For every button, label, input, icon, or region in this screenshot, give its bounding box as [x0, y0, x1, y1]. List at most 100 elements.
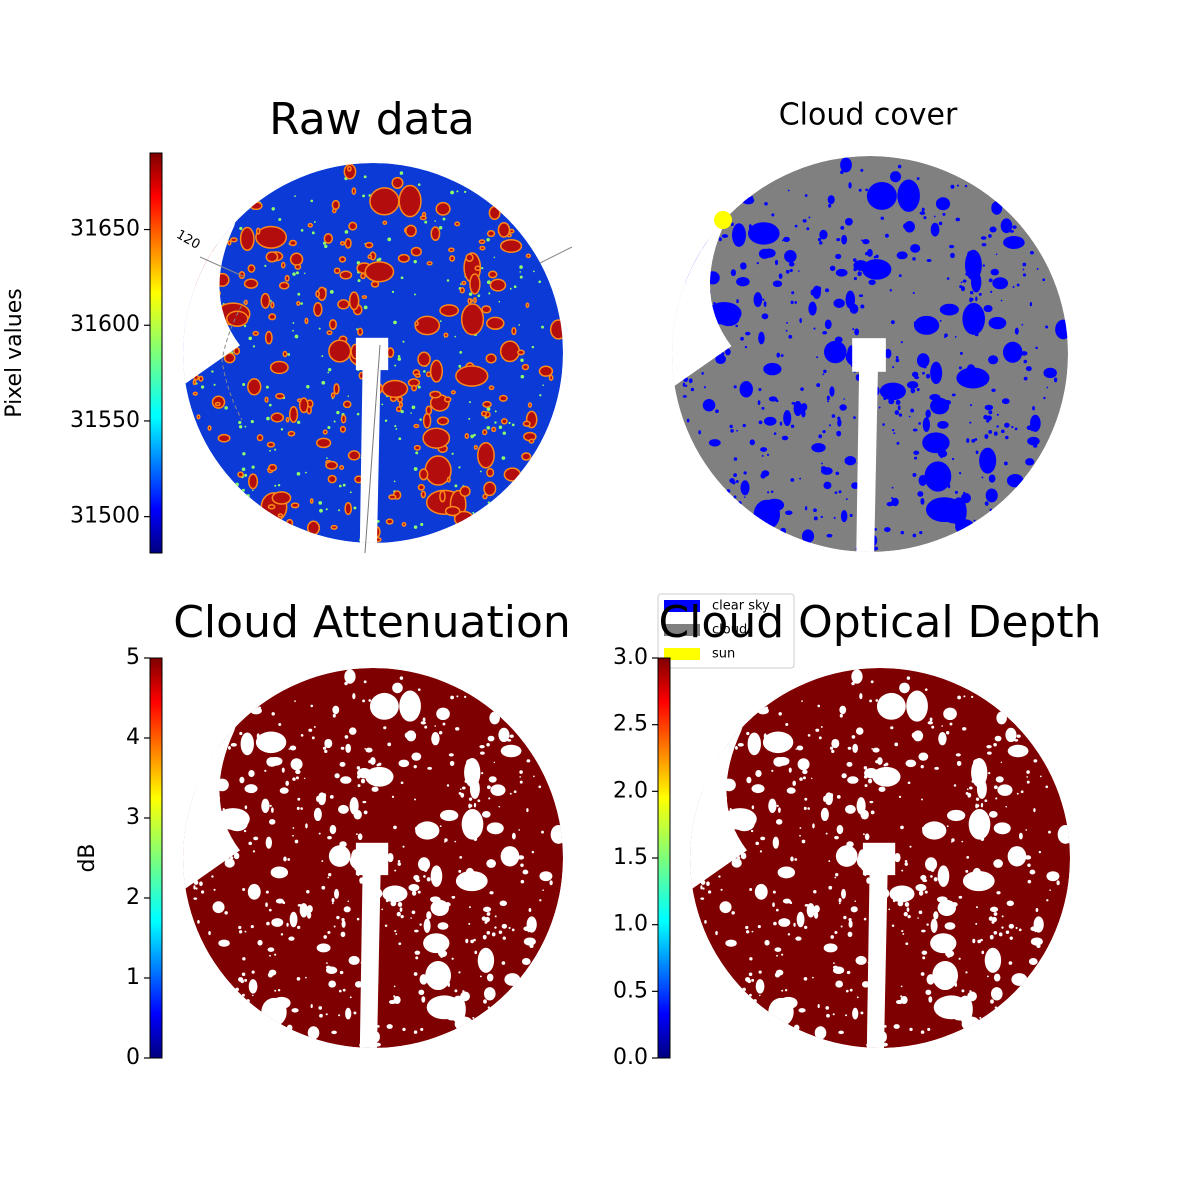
sky-speck — [413, 260, 417, 264]
sky-speck — [851, 681, 855, 686]
sky-speck — [400, 276, 404, 280]
sky-blob — [745, 331, 751, 336]
sky-blob — [255, 731, 287, 754]
colorbar — [149, 657, 163, 1059]
sky-speck — [1001, 429, 1005, 434]
sky-blob — [486, 973, 494, 982]
sky-blob — [268, 313, 277, 321]
sky-speck — [456, 695, 459, 698]
sky-blob — [253, 836, 259, 841]
sky-speck — [398, 942, 402, 946]
sky-speck — [325, 1013, 328, 1016]
sky-speck — [519, 275, 523, 279]
sky-blob — [481, 810, 491, 818]
sky-blob — [944, 333, 948, 338]
sky-blob — [488, 776, 497, 783]
sky-speck — [825, 832, 828, 835]
sky-speck — [494, 926, 497, 929]
sky-speck — [344, 735, 349, 739]
sky-blob — [997, 784, 1013, 796]
sky-blob — [477, 947, 495, 973]
sky-speck — [834, 930, 838, 935]
colorbar-label: dB — [75, 843, 100, 872]
sky-blob — [385, 518, 394, 525]
sky-speck — [975, 922, 978, 925]
sky-blob — [326, 330, 333, 336]
sky-blob — [736, 299, 739, 304]
sky-blob — [921, 950, 928, 955]
sky-blob — [398, 401, 404, 408]
sky-blob — [843, 159, 848, 165]
sky-blob — [330, 524, 338, 530]
sky-blob — [522, 420, 531, 427]
sky-blob — [338, 256, 347, 263]
sky-speck — [835, 873, 839, 877]
sky-speck — [1005, 930, 1010, 934]
sky-speck — [800, 387, 804, 391]
sky-blob — [698, 430, 701, 435]
sky-speck — [519, 780, 523, 784]
sky-speck — [938, 221, 943, 226]
sky-speck — [243, 324, 247, 328]
sky-speck — [995, 797, 998, 800]
sky-speck — [831, 749, 835, 754]
sky-speck — [438, 731, 443, 735]
sky-speck — [823, 369, 827, 374]
sky-blob — [522, 869, 529, 875]
sky-speck — [473, 938, 476, 942]
sky-blob — [455, 365, 489, 387]
sky-blob — [900, 530, 905, 535]
sky-speck — [785, 269, 790, 274]
sky-blob — [365, 747, 373, 753]
sky-speck — [919, 531, 923, 535]
sky-mask — [856, 369, 878, 552]
sky-blob — [1056, 880, 1060, 886]
sky-blob — [387, 852, 394, 863]
sky-speck — [200, 890, 205, 894]
sky-speck — [498, 425, 503, 429]
sky-speck — [799, 477, 801, 480]
sky-blob — [449, 255, 456, 262]
sky-speck — [481, 772, 484, 775]
sky-speck — [200, 385, 205, 389]
sky-speck — [511, 928, 515, 932]
sky-speck — [295, 776, 299, 780]
sky-speck — [442, 217, 446, 221]
sky-speck — [745, 930, 750, 934]
sky-speck — [363, 305, 368, 310]
sky-blob — [247, 473, 259, 490]
sky-blob — [226, 310, 249, 327]
sky-speck — [264, 769, 267, 772]
sky-speck — [906, 676, 911, 680]
sky-speck — [883, 1024, 887, 1028]
sky-speck — [789, 268, 793, 273]
sky-speck — [924, 890, 928, 894]
sky-speck — [395, 933, 398, 935]
sky-speck — [773, 921, 777, 926]
sky-speck — [921, 798, 923, 801]
sky-blob — [425, 960, 452, 991]
sky-blob — [295, 769, 301, 775]
sky-speck — [311, 736, 315, 740]
sky-speck — [238, 420, 242, 425]
sky-speck — [509, 287, 512, 290]
sky-speck — [278, 218, 282, 222]
sky-speck — [532, 270, 535, 273]
sky-blob — [1001, 398, 1010, 405]
sky-speck — [446, 784, 450, 787]
sky-blob — [962, 727, 967, 731]
sky-speck — [863, 766, 868, 770]
chart-title: Cloud Optical Depth — [658, 597, 1101, 648]
sky-blob — [272, 996, 291, 1009]
sky-speck — [541, 830, 544, 834]
sky-blob — [382, 220, 388, 226]
sky-speck — [804, 797, 808, 801]
sky-blob — [715, 930, 718, 936]
sky-speck — [895, 358, 900, 363]
sky-speck — [748, 972, 753, 977]
sky-speck — [438, 226, 443, 230]
sky-blob — [778, 918, 791, 927]
sky-speck — [781, 989, 784, 992]
sky-speck — [821, 462, 823, 465]
sky-blob — [421, 211, 427, 218]
